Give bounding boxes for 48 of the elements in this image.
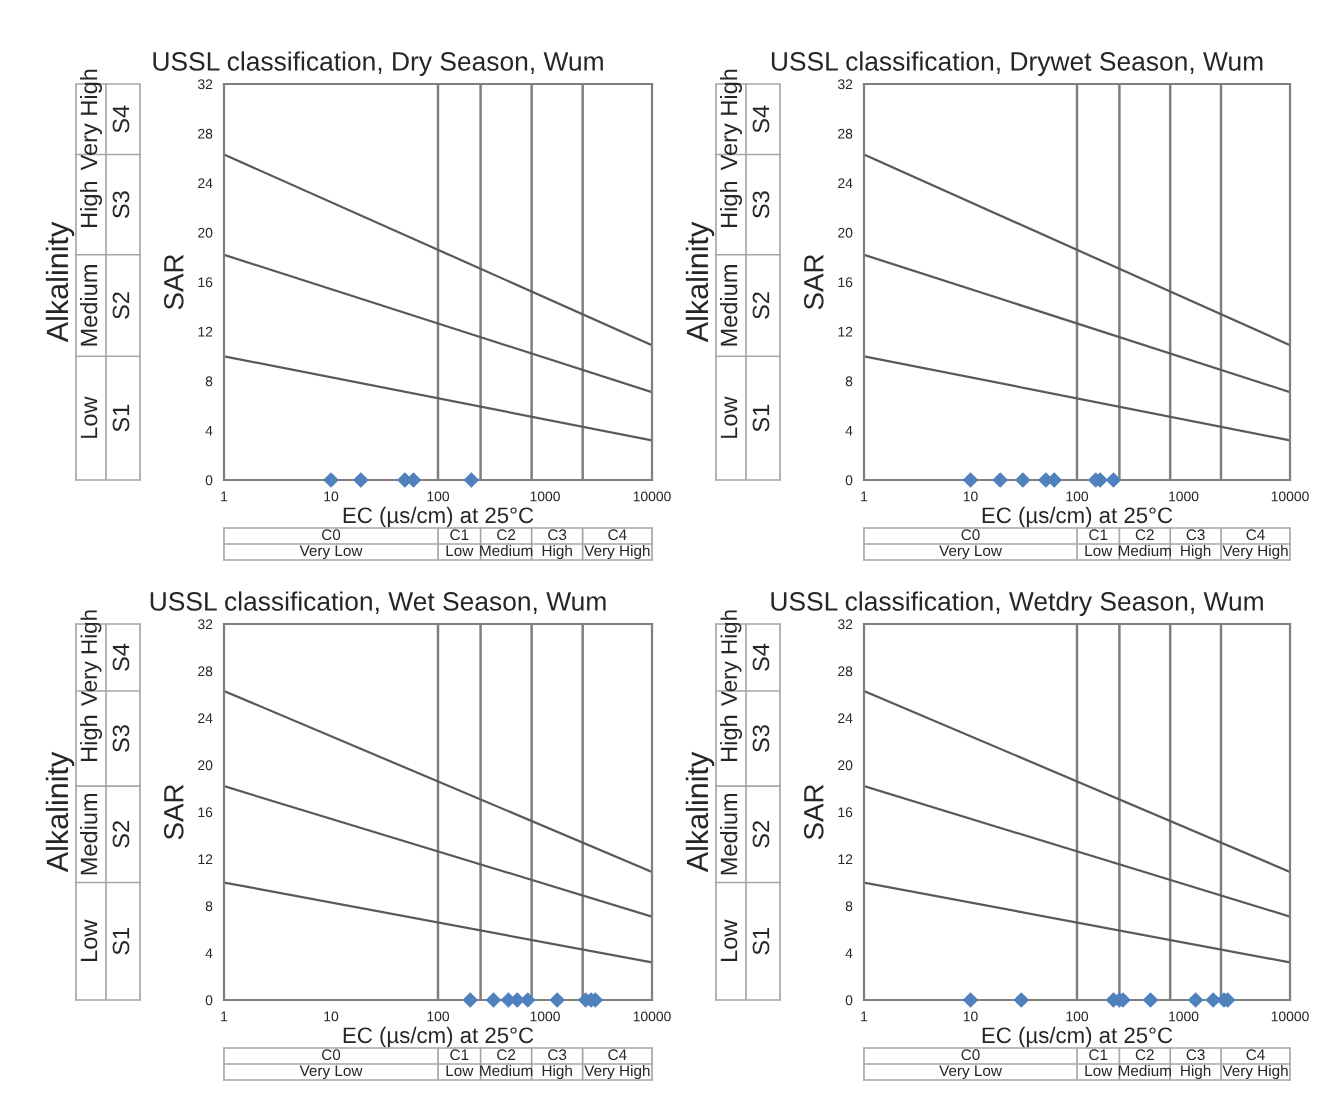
text: S2	[752, 821, 770, 848]
text: High	[719, 715, 742, 761]
text: S4	[752, 105, 770, 133]
text: S1	[112, 927, 130, 955]
chart-title: USSL classification, Wetdry Season, Wum	[771, 591, 1263, 616]
text: S4	[112, 105, 130, 133]
text: S2	[112, 292, 130, 319]
text: Low	[80, 396, 98, 438]
text: High	[80, 181, 102, 227]
y-axis-title: SAR	[803, 784, 824, 840]
text: Very High	[80, 69, 102, 171]
text: S2	[112, 821, 130, 848]
text: Low	[720, 396, 738, 438]
chart-title: USSL classification, Drywet Season, Wum	[771, 51, 1263, 76]
text: S4	[752, 643, 770, 671]
text: Very High	[720, 610, 742, 706]
text: S4	[112, 643, 130, 671]
text: Very High	[80, 610, 102, 706]
text: Alkalinity	[685, 751, 715, 873]
text: Alkalinity	[45, 221, 75, 343]
text: S3	[112, 725, 130, 752]
text: Low	[720, 919, 738, 961]
text: S1	[752, 927, 770, 955]
text: High	[80, 715, 102, 761]
text: Medium	[719, 265, 738, 346]
text: S2	[752, 292, 770, 319]
text: Medium	[80, 793, 98, 875]
text: Medium	[719, 793, 738, 875]
chart-title: USSL classification, Wet Season, Wum	[150, 591, 606, 614]
text: Low	[80, 919, 98, 961]
y-axis-title: SAR	[803, 254, 824, 310]
y-axis-title: SAR	[163, 784, 184, 840]
x-axis-title: EC (µs/cm) at 25°C	[982, 506, 1173, 528]
text: S3	[752, 725, 770, 752]
text: Alkalinity	[685, 221, 715, 343]
text: S1	[112, 404, 130, 432]
text: S1	[752, 404, 770, 432]
x-axis-title: EC (µs/cm) at 25°C	[343, 506, 534, 528]
x-axis-title: EC (µs/cm) at 25°C	[343, 1026, 534, 1048]
text: Medium	[80, 265, 98, 346]
chart-title: USSL classification, Dry Season, Wum	[153, 51, 603, 76]
text: Very High	[720, 69, 742, 171]
text: Alkalinity	[45, 751, 75, 873]
y-axis-title: SAR	[163, 254, 184, 310]
text: S3	[112, 191, 130, 219]
x-axis-title: EC (µs/cm) at 25°C	[982, 1026, 1173, 1048]
text: S3	[752, 191, 770, 219]
text: High	[719, 181, 742, 227]
